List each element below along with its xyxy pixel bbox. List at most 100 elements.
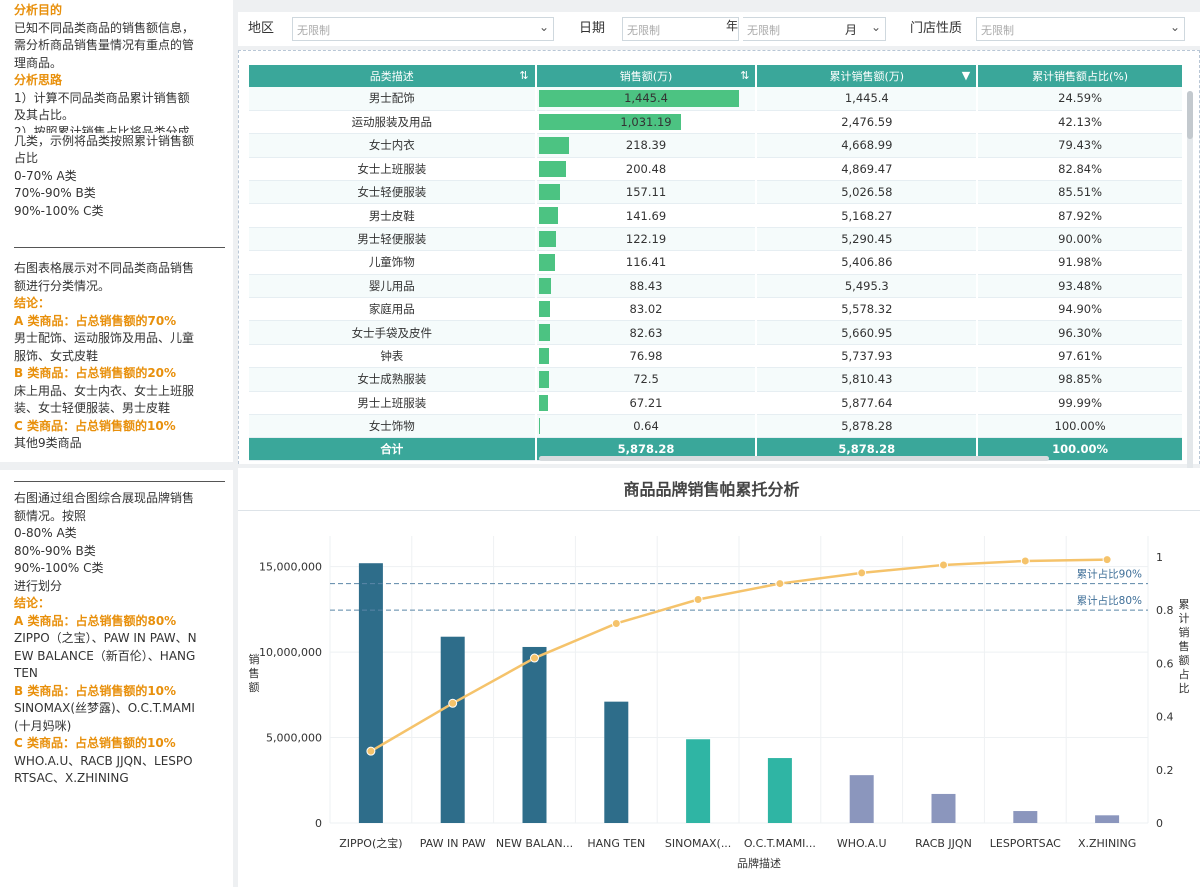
analysis-note-line: 0-70% A类 (14, 168, 77, 183)
table-row[interactable]: 男士上班服装 67.21 5,877.64 99.99% (249, 391, 1184, 415)
y2-axis-label: 占 (1179, 667, 1190, 681)
cumulative-pct-cell: 93.48% (977, 274, 1184, 299)
table-row[interactable]: 女士手袋及皮件 82.63 5,660.95 96.30% (249, 320, 1184, 345)
table-row[interactable]: 钟表 76.98 5,737.93 97.61% (249, 344, 1184, 369)
y-axis-label: 额 (249, 681, 260, 694)
chevron-down-icon: ⌄ (1169, 20, 1180, 34)
date-filter-label: 日期 (579, 21, 606, 36)
brand-note-heading: A 类商品：占总销售额的80% (14, 613, 177, 628)
category-cell: 家庭用品 (249, 297, 537, 322)
region-filter-placeholder: 无限制 (297, 24, 330, 37)
region-filter-label: 地区 (248, 21, 275, 36)
chart-area: 0 5,000,000 10,000,000 15,000,000 0 0.2 0.4 0.6… (238, 510, 1200, 887)
analysis-notes-panel: 分析目的 已知不同品类商品的销售额信息， 需分析商品销售量情况有重点的管 理商品。 分析… (0, 0, 233, 462)
table-row[interactable]: 运动服装及用品 1,031.19 2,476.59 42.13% (249, 110, 1184, 135)
cumulative-pct-cell: 79.43% (977, 133, 1184, 158)
sort-icon[interactable]: ⇅ (740, 69, 750, 82)
brand-note-line: ZIPPO（之宝）、PAW IN PAW、N (14, 631, 197, 645)
analysis-note-line: 2）按照累计销售占比将品类分成 (14, 124, 190, 133)
table-row[interactable]: 婴儿用品 88.43 5,495.3 93.48% (249, 274, 1184, 299)
category-cell: 女士上班服装 (249, 157, 537, 182)
table-row[interactable]: 男士轻便服装 122.19 5,290.45 90.00% (249, 227, 1184, 252)
sales-cell: 67.21 (535, 391, 758, 415)
dropdown-triangle-icon[interactable]: ▼ (961, 69, 971, 82)
x-axis-label: 品牌描述 (737, 856, 781, 870)
brand-note-line: 额情况。按照 (14, 508, 87, 523)
table-row[interactable]: 女士饰物 0.64 5,878.28 100.00% (249, 414, 1184, 439)
conclusion-note-heading: C 类商品：占总销售额的10% (14, 418, 176, 433)
sales-bar (1095, 815, 1120, 823)
sales-cell: 82.63 (535, 320, 758, 345)
cumulative-sales-cell: 4,668.99 (756, 133, 979, 158)
sales-cell: 0.64 (535, 414, 758, 439)
y-tick-label: 15,000,000 (259, 561, 322, 574)
reference-line-label: 累计占比80% (1077, 594, 1142, 607)
reference-line-label: 累计占比90% (1077, 568, 1142, 581)
store-type-filter-select[interactable]: 无限制 ⌄ (976, 17, 1185, 41)
table-vertical-scrollbar[interactable] (1187, 91, 1193, 471)
cumulative-sales-cell: 5,026.58 (756, 180, 979, 205)
sort-icon[interactable]: ⇅ (519, 69, 529, 82)
sales-cell: 116.41 (535, 250, 758, 275)
category-cell: 男士轻便服装 (249, 227, 537, 252)
sales-bar (538, 137, 569, 154)
sales-value: 83.02 (629, 302, 663, 317)
table-row[interactable]: 男士配饰 1,445.4 1,445.4 24.59% (249, 87, 1184, 111)
conclusion-note-heading: A 类商品：占总销售额的70% (14, 313, 177, 328)
brand-note-line: EW BALANCE（新百伦）、HANG (14, 648, 196, 663)
sales-bar (849, 775, 874, 823)
pareto-chart: 0 5,000,000 10,000,000 15,000,000 0 0.2 0.4 0.6… (249, 536, 1190, 870)
table-row[interactable]: 女士上班服装 200.48 4,869.47 82.84% (249, 157, 1184, 182)
sales-bar (538, 417, 540, 435)
y2-axis-label: 额 (1179, 654, 1190, 667)
analysis-notes-top: 分析目的 已知不同品类商品的销售额信息， 需分析商品销售量情况有重点的管 理商品。 分析… (14, 2, 219, 220)
brand-note-heading: 结论： (14, 596, 51, 610)
sales-cell: 83.02 (535, 297, 758, 322)
table-row[interactable]: 女士内衣 218.39 4,668.99 79.43% (249, 133, 1184, 158)
total-pct-cell: 100.00% (977, 437, 1184, 462)
cumulative-sales-cell: 5,578.32 (756, 297, 979, 322)
sales-cell: 157.11 (535, 180, 758, 205)
sales-value: 116.41 (625, 255, 667, 270)
table-row[interactable]: 儿童饰物 116.41 5,406.86 91.98% (249, 250, 1184, 275)
sales-value: 67.21 (629, 395, 663, 410)
sales-bar (538, 230, 556, 248)
analysis-note-line: 已知不同品类商品的销售额信息， (14, 20, 195, 35)
total-label-cell: 合计 (249, 437, 537, 462)
sales-cell: 1,031.19 (535, 110, 758, 135)
table-horizontal-scrollbar[interactable] (539, 456, 1049, 461)
table-row[interactable]: 女士轻便服装 157.11 5,026.58 85.51% (249, 180, 1184, 205)
scrollbar-thumb[interactable] (1187, 91, 1193, 139)
column-header-category[interactable]: 品类描述 ⇅ (249, 65, 537, 87)
conclusion-note-heading: B 类商品：占总销售额的20% (14, 366, 177, 380)
column-header-sales[interactable]: 销售额(万) ⇅ (535, 65, 758, 87)
x-tick-label: SINOMAX(... (665, 837, 731, 850)
region-filter-select[interactable]: 无限制 ⌄ (292, 17, 554, 41)
conclusion-note-line: 装、女士轻便服装、男士皮鞋 (14, 401, 171, 415)
store-type-filter-placeholder: 无限制 (981, 24, 1014, 37)
sales-cell: 76.98 (535, 344, 758, 369)
analysis-note-line: 70%-90% B类 (14, 186, 96, 200)
year-filter-placeholder: 无限制 (627, 24, 660, 37)
month-filter-select[interactable]: 无限制 月 ⌄ (743, 17, 886, 41)
y2-tick-label: 0.8 (1156, 604, 1174, 617)
table-row[interactable]: 家庭用品 83.02 5,578.32 94.90% (249, 297, 1184, 322)
cumulative-sales-cell: 5,660.95 (756, 320, 979, 345)
year-filter-select[interactable]: 无限制 (622, 17, 739, 41)
column-header-cumulative-pct[interactable]: 累计销售额占比(%) (977, 65, 1184, 87)
cumulative-point (530, 653, 539, 663)
x-tick-label: WHO.A.U (837, 837, 887, 850)
cumulative-pct-cell: 98.85% (977, 367, 1184, 392)
store-type-filter-label: 门店性质 (910, 21, 963, 36)
chevron-down-icon: ⌄ (870, 20, 881, 34)
table-row[interactable]: 男士皮鞋 141.69 5,168.27 87.92% (249, 203, 1184, 228)
sales-bar (538, 347, 550, 365)
y2-tick-label: 0 (1156, 817, 1163, 830)
total-row: 合计 5,878.28 5,878.28 100.00% (249, 437, 1184, 462)
conclusion-note-line: 右图表格展示对不同品类商品销售 (14, 261, 195, 275)
sales-bar (522, 646, 547, 823)
category-cell: 钟表 (249, 344, 537, 369)
cumulative-point (857, 568, 867, 578)
table-row[interactable]: 女士成熟服装 72.5 5,810.43 98.85% (249, 367, 1184, 392)
column-header-cumulative-sales[interactable]: 累计销售额(万) ▼ (756, 65, 979, 87)
